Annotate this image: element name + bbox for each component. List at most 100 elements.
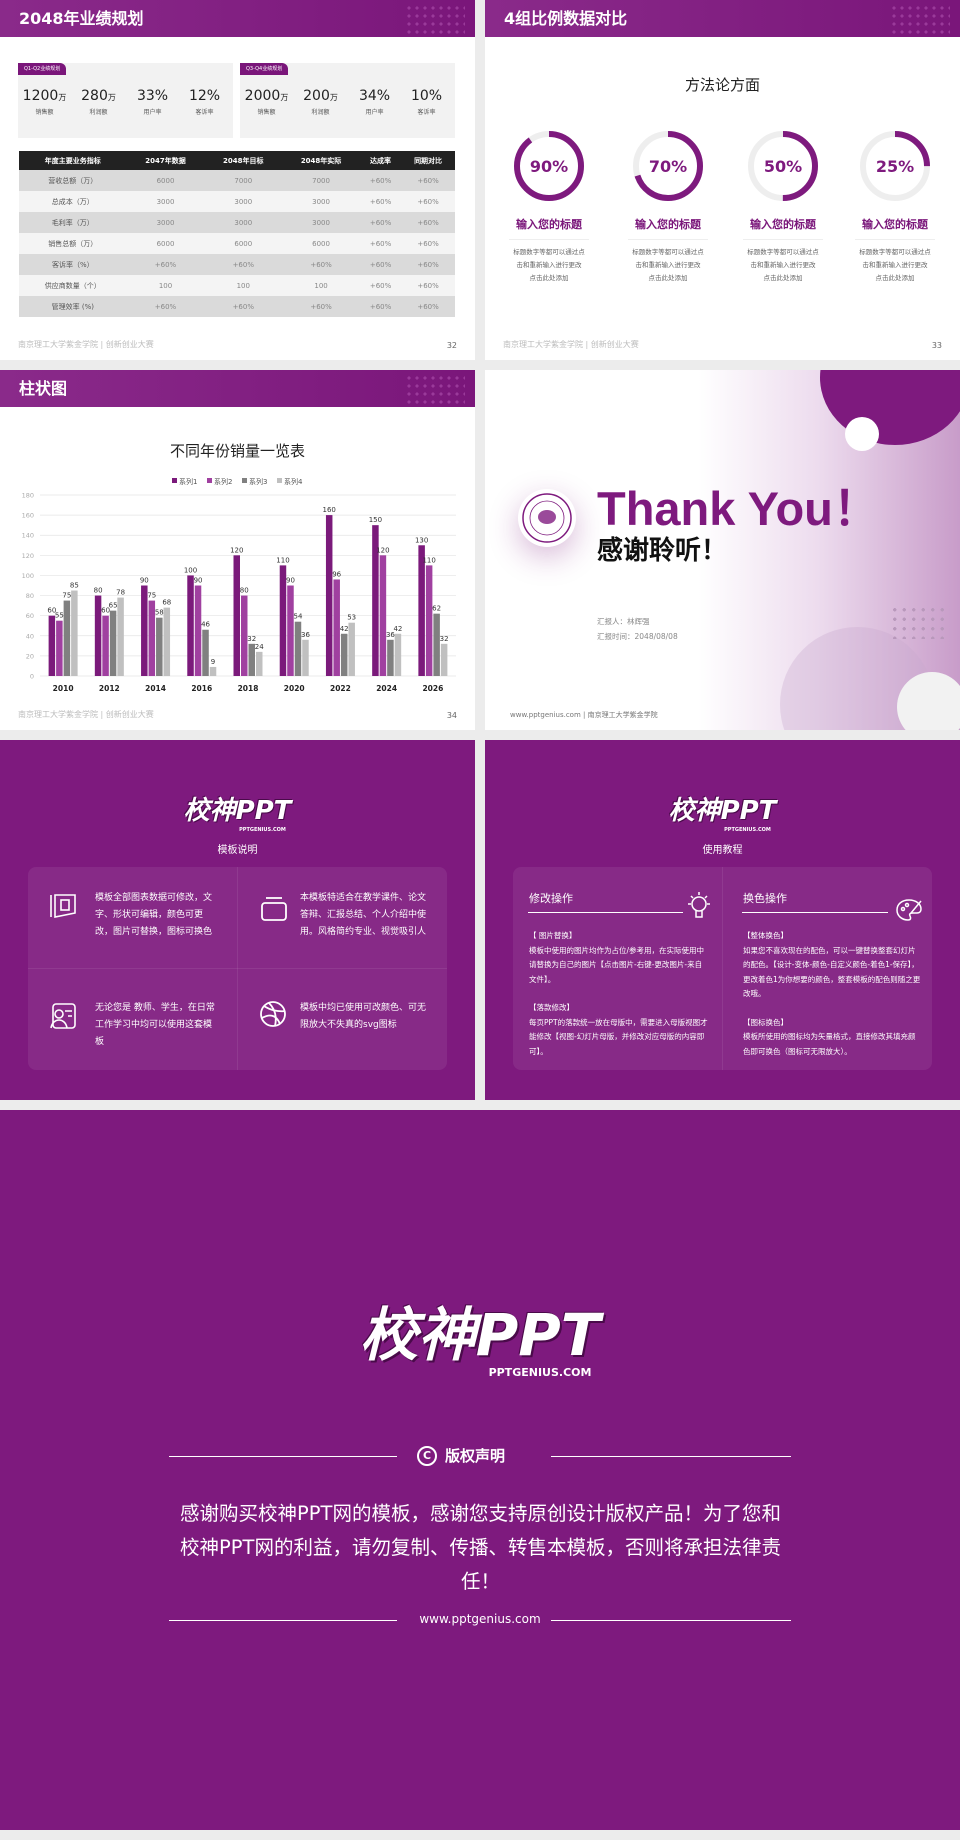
stat-value: 34% xyxy=(358,88,391,104)
stat-value: 33% xyxy=(136,88,169,104)
item-divider xyxy=(509,239,589,240)
table-cell: +60% xyxy=(359,212,402,233)
tutorial-panel xyxy=(513,867,932,1070)
bar xyxy=(348,622,355,676)
page-number: 33 xyxy=(931,341,942,350)
footer-text: www.pptgenius.com | 南京理工大学紫金学院 xyxy=(510,711,658,719)
stat-unit: 万 xyxy=(107,93,116,102)
data-label: 46 xyxy=(201,621,210,629)
item-desc: 标题数字等都可以通过点 击和重新输入进行更改 点击此处添加 xyxy=(738,246,828,285)
table-cell: +60% xyxy=(126,296,205,317)
bar xyxy=(287,585,294,676)
x-tick-label: 2016 xyxy=(191,684,212,693)
x-tick-label: 2014 xyxy=(145,684,166,693)
bar xyxy=(194,585,202,676)
book-icon xyxy=(50,894,76,918)
progress-ring: 25% xyxy=(860,131,930,201)
data-label: 160 xyxy=(323,506,336,514)
chart-title: 不同年份销量一览表 xyxy=(169,442,305,460)
table-cell: +60% xyxy=(359,254,402,275)
slide-template-intro: 校神PPT PPTGENIUS.COM 模板说明 模板全部图表数据可修改，文字、形… xyxy=(0,740,475,1100)
data-label: 32 xyxy=(440,635,449,643)
bar xyxy=(209,666,217,676)
y-tick-label: 80 xyxy=(26,592,34,600)
table-cell: 6000 xyxy=(126,170,205,191)
dot-pattern xyxy=(405,374,465,404)
legend-label: 系列3 xyxy=(249,477,267,486)
para-title: 【整体换色】 xyxy=(743,931,788,940)
slide-header: 柱状图 xyxy=(0,370,475,407)
report-date: 汇报时间：2048/08/08 xyxy=(597,632,678,641)
stat-label: 用户率 xyxy=(365,109,384,116)
title-underline xyxy=(528,912,683,913)
data-label: 60 xyxy=(47,607,56,615)
table-cell: 6000 xyxy=(126,233,205,254)
slide-title: 2048年业绩规划 xyxy=(19,9,144,28)
bar xyxy=(340,633,348,676)
slide-tutorial: 校神PPT PPTGENIUS.COM 使用教程 修改操作 【 图片替换】 模板中使… xyxy=(485,740,960,1100)
dot-pattern xyxy=(890,605,946,639)
brand-logo: 校神PPT PPTGENIUS.COM xyxy=(0,1288,960,1379)
bar xyxy=(94,595,102,676)
data-label: 78 xyxy=(116,589,125,597)
copyright-text: 感谢购买校神PPT网的模板，感谢您支持原创设计版权产品！为了您和校神PPT网的利… xyxy=(180,1502,781,1593)
bar xyxy=(394,633,402,676)
item-desc: 标题数字等都可以通过点 击和重新输入进行更改 点击此处添加 xyxy=(623,246,713,285)
bar xyxy=(56,620,63,676)
stat-unit: 万 xyxy=(329,93,338,102)
thank-you-title: Thank You！ xyxy=(597,482,880,535)
data-label: 58 xyxy=(155,609,164,617)
bar xyxy=(163,607,171,676)
data-label: 42 xyxy=(340,625,349,633)
desc-line: 标题数字等都可以通过点 xyxy=(747,248,819,256)
bar xyxy=(433,613,440,676)
table-cell: +60% xyxy=(359,170,402,191)
data-label: 80 xyxy=(94,587,103,595)
data-label: 65 xyxy=(109,602,118,610)
table-cell: +60% xyxy=(204,296,283,317)
bar xyxy=(233,555,240,676)
legend-swatch xyxy=(242,478,247,483)
divider-v xyxy=(722,867,723,1070)
website-link[interactable]: www.pptgenius.com xyxy=(419,1612,541,1626)
bar xyxy=(241,595,248,676)
bar xyxy=(248,643,255,676)
table-cell: +60% xyxy=(282,296,360,317)
bar xyxy=(418,545,425,676)
bar xyxy=(379,555,387,676)
column-header: 年度主要业务指标 xyxy=(19,151,127,170)
stat: 1200万 销售额 xyxy=(18,88,71,116)
item-divider xyxy=(743,239,823,240)
data-label: 90 xyxy=(286,577,295,585)
desc-line: 点击此处添加 xyxy=(763,274,803,282)
stat-label: 用户率 xyxy=(143,109,162,116)
table-cell: 3000 xyxy=(282,191,360,212)
divider-left xyxy=(169,1456,397,1457)
table-row: 销售总额（万） 6000 6000 6000 +60% +60% xyxy=(19,233,455,254)
section-heading: 模板说明 xyxy=(217,845,258,856)
data-label: 75 xyxy=(147,592,156,600)
bar xyxy=(279,565,287,676)
table-cell: 3000 xyxy=(126,191,205,212)
dot-pattern xyxy=(405,4,465,34)
user-card-icon xyxy=(50,1003,76,1029)
stat-value: 200 xyxy=(303,88,330,104)
table-cell: +60% xyxy=(359,296,402,317)
y-tick-label: 160 xyxy=(22,512,34,520)
bar xyxy=(325,515,333,676)
y-tick-label: 120 xyxy=(22,552,34,560)
data-label: 90 xyxy=(194,577,203,585)
stat-unit: 万 xyxy=(280,93,289,102)
data-label: 9 xyxy=(211,658,215,666)
data-label: 75 xyxy=(62,592,71,600)
lightbulb-icon xyxy=(688,892,710,918)
bar xyxy=(109,610,117,676)
data-label: 55 xyxy=(55,612,64,620)
table-cell: +60% xyxy=(359,275,402,296)
desc-line: 击和重新输入进行更改 xyxy=(862,261,928,269)
stat-label: 销售额 xyxy=(35,109,54,116)
intro-text-4: 模板中均已使用可改颜色、可无限放大不失真的svg图标 xyxy=(300,1003,427,1030)
bar xyxy=(148,600,156,676)
thank-you-subtitle: 感谢聆听！ xyxy=(597,536,728,566)
ring-label: 25% xyxy=(876,157,914,176)
